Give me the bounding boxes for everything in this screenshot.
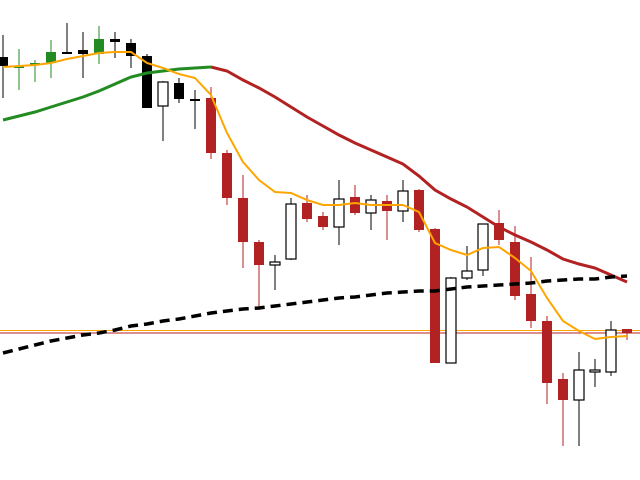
candle-body	[526, 294, 536, 321]
candle-body	[78, 50, 88, 54]
candle-body	[0, 57, 8, 66]
candle-body	[318, 216, 328, 227]
candle-body	[461, 270, 473, 279]
candle-body	[190, 99, 200, 101]
candle-body	[46, 52, 56, 63]
candle-body	[94, 39, 104, 54]
candle-body	[445, 277, 457, 364]
candle-body	[126, 43, 136, 56]
candle-body	[622, 329, 632, 333]
slow-ma-line-falling	[210, 65, 628, 284]
candle-body	[254, 242, 264, 265]
candle-body	[62, 52, 72, 54]
candle-body	[350, 197, 360, 213]
candle-body	[206, 98, 216, 153]
candle-body	[238, 198, 248, 242]
candle-body	[542, 321, 552, 383]
candle-body	[142, 56, 152, 108]
candle-body	[269, 261, 281, 266]
fast-ma-line	[2, 51, 628, 341]
candle-body	[494, 223, 504, 240]
candle-body	[430, 229, 440, 363]
candle-body	[285, 203, 297, 260]
candle-body	[573, 369, 585, 401]
candle-body	[605, 329, 617, 373]
candle-body	[510, 242, 520, 296]
candle-body	[222, 153, 232, 198]
candle-body	[397, 190, 409, 212]
candle-body	[365, 199, 377, 214]
candle-body	[174, 83, 184, 99]
candle-body	[414, 190, 424, 230]
candle-body	[110, 39, 120, 42]
candle-body	[302, 203, 312, 219]
candle-body	[333, 198, 345, 228]
candle-body	[157, 81, 169, 107]
slow-ma-line-rising	[2, 65, 212, 122]
candle-body	[589, 369, 601, 373]
candle-body	[558, 379, 568, 400]
